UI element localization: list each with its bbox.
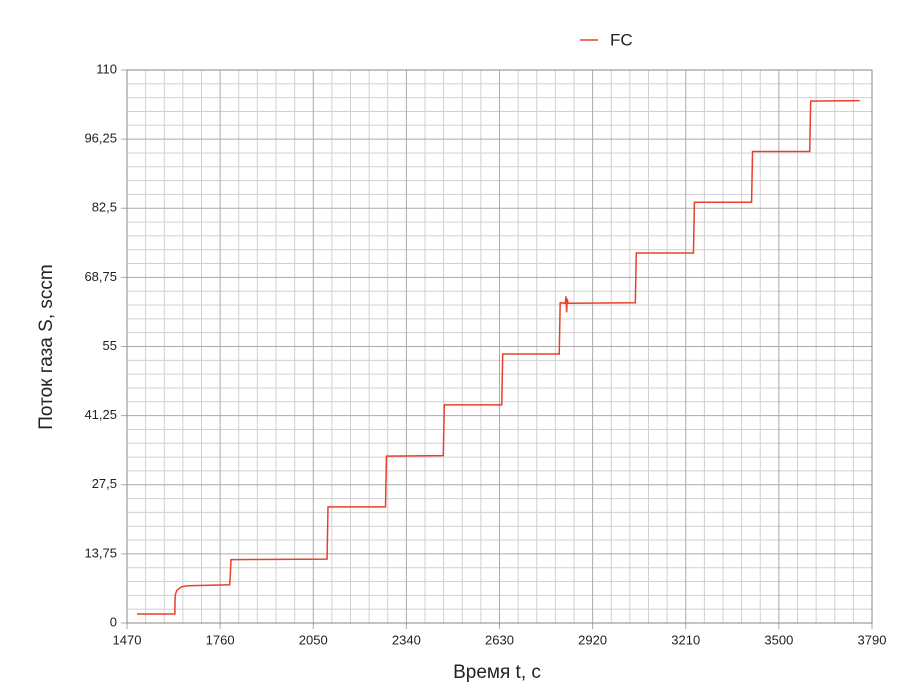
x-tick-label: 1470	[113, 632, 142, 647]
x-tick-label: 3210	[671, 632, 700, 647]
x-tick-label: 2050	[299, 632, 328, 647]
y-tick-label: 55	[103, 338, 117, 353]
x-axis-title: Время t, с	[453, 662, 541, 683]
x-tick-label: 1760	[206, 632, 235, 647]
legend-label: FC	[610, 30, 633, 49]
x-tick-label: 2630	[485, 632, 514, 647]
y-tick-label: 13,75	[84, 545, 117, 560]
x-tick-label: 3790	[858, 632, 887, 647]
y-tick-label: 27,5	[92, 476, 117, 491]
y-tick-label: 110	[96, 61, 117, 76]
data-line	[136, 99, 860, 615]
y-tick-label: 41,25	[84, 407, 117, 422]
y-tick-label: 82,5	[92, 200, 117, 215]
y-tick-label: 68,75	[84, 269, 117, 284]
x-tick-label: 3500	[764, 632, 793, 647]
y-tick-label: 0	[110, 614, 117, 629]
x-tick-label: 2920	[578, 632, 607, 647]
y-tick-label: 96,25	[84, 131, 117, 146]
y-axis-title: Поток газа S, sccm	[36, 264, 57, 429]
x-tick-label: 2340	[392, 632, 421, 647]
plot-frame	[126, 69, 873, 624]
